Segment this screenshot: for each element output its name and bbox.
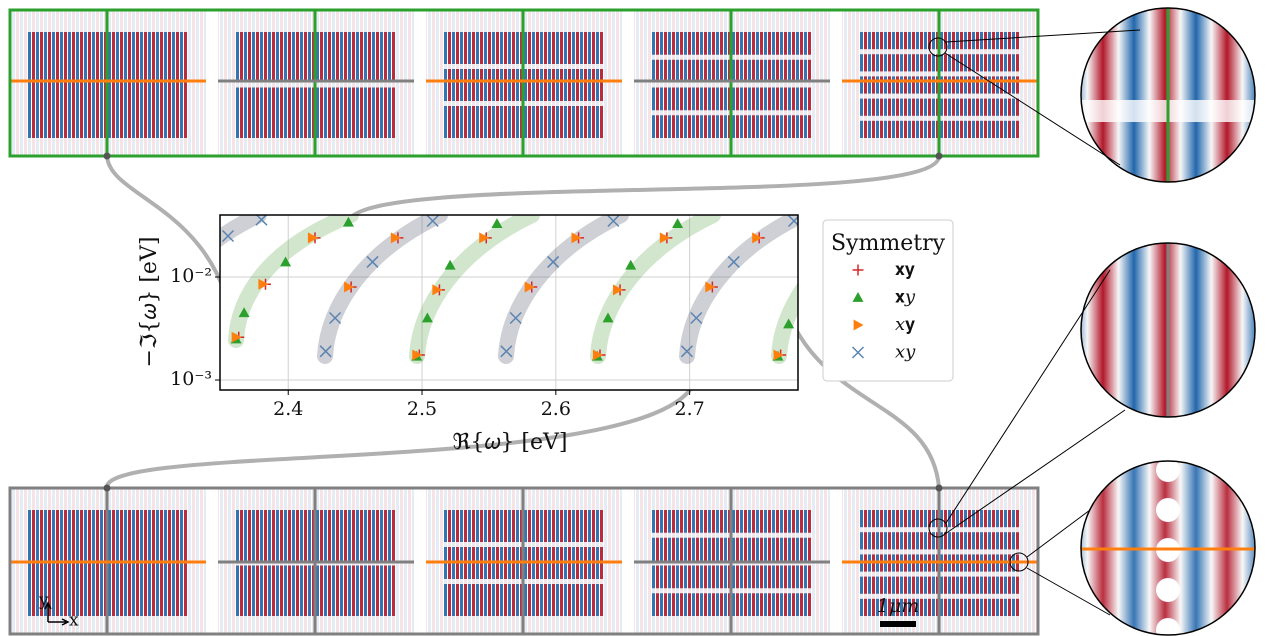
scale-bar: [880, 621, 916, 627]
point: [426, 215, 439, 228]
point: [432, 284, 443, 296]
point: [773, 349, 784, 361]
point: [524, 281, 535, 293]
point: [329, 311, 342, 325]
point: [421, 312, 433, 323]
x-tick-label: 2.4: [273, 398, 303, 420]
legend-marker: [851, 346, 865, 359]
point: [571, 232, 582, 244]
point: [412, 349, 423, 361]
zoom-connectors: [928, 29, 1141, 616]
legend-marker: [852, 292, 864, 302]
point: [366, 255, 379, 268]
x-tick-label: 2.6: [541, 398, 571, 420]
point: [680, 345, 693, 358]
point: [258, 278, 269, 290]
axes-indicator: [44, 601, 70, 626]
zoom-1: [1080, 7, 1256, 183]
point: [625, 259, 637, 270]
legend-label: 𝑥𝐲: [895, 314, 915, 335]
point: [444, 259, 456, 270]
point: [509, 311, 522, 325]
point: [547, 255, 560, 268]
y-tick-label: 10⁻³: [170, 368, 212, 390]
legend-box: [822, 219, 954, 382]
field-panels: [8, 8, 1040, 636]
zoom-2: [1080, 242, 1256, 418]
point: [221, 229, 235, 243]
point: [672, 218, 684, 229]
legend-title: Symmetry: [831, 231, 946, 256]
legend-label: 𝐱𝐲: [895, 259, 915, 280]
point: [659, 232, 670, 244]
legend-label: 𝐱𝑦: [895, 287, 916, 308]
zoom-3: [1080, 460, 1256, 636]
point: [342, 216, 354, 227]
axes: 2.4 2.5 2.6 2.7 10⁻³ 10⁻²: [170, 265, 705, 420]
x-axis-label: ℜ{𝜔} [eV]: [453, 430, 568, 455]
plot-area: [220, 215, 798, 390]
point: [390, 232, 401, 244]
legend-marker: [853, 319, 864, 331]
legend-label: 𝑥𝑦: [895, 342, 916, 363]
point: [783, 318, 795, 329]
y-axis-label: −ℑ{𝜔} [eV]: [137, 237, 162, 368]
axis-x-indicator: x: [69, 611, 79, 631]
point: [690, 311, 703, 325]
x-tick-label: 2.5: [407, 398, 437, 420]
point: [500, 345, 513, 358]
legend-marker: [852, 264, 864, 276]
grid: [220, 215, 798, 390]
point: [255, 215, 268, 226]
point: [612, 284, 623, 296]
point: [307, 232, 318, 244]
point: [592, 349, 603, 361]
point: [752, 232, 763, 244]
point: [344, 281, 354, 293]
point: [602, 312, 614, 323]
point: [479, 232, 490, 244]
point: [491, 218, 503, 229]
point: [607, 215, 620, 228]
point: [231, 331, 242, 343]
x-tick-label: 2.7: [675, 398, 705, 420]
y-tick-label: 10⁻²: [170, 265, 212, 287]
legend: 𝐱𝐲 𝐱𝑦 𝑥𝐲 𝑥𝑦: [851, 259, 916, 363]
axis-y-indicator: y: [38, 591, 49, 611]
point: [280, 256, 292, 267]
point: [727, 255, 740, 268]
bands: [220, 215, 798, 364]
scale-bar-label: 1𝜇𝑚: [877, 595, 919, 617]
points: [221, 215, 798, 361]
point: [238, 307, 250, 318]
plot-frame: [219, 214, 799, 391]
point: [319, 345, 332, 358]
point: [705, 281, 716, 293]
